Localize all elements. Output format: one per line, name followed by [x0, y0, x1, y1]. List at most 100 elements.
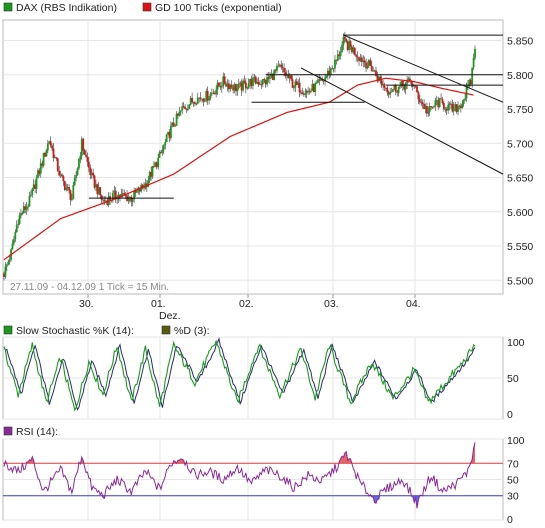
price-candle-body [440, 98, 442, 100]
price-candle-body [324, 77, 326, 81]
price-candle-body [302, 93, 305, 95]
price-candle-body [82, 138, 85, 151]
price-candle-body [345, 38, 348, 42]
price-candle-body [11, 243, 14, 250]
price-candle-body [404, 83, 407, 90]
price-candle-body [276, 65, 278, 71]
price-candle-body [305, 90, 308, 94]
price-candle-body [113, 190, 116, 194]
price-candle-body [284, 72, 287, 76]
price-candle-body [100, 195, 103, 200]
price-candle-body [365, 62, 367, 69]
price-candle-body [151, 166, 154, 177]
stochastic-legend-k-swatch [3, 325, 13, 335]
legend-dax-swatch [3, 2, 13, 12]
price-candle-body [459, 105, 462, 108]
price-candle-body [233, 84, 236, 91]
rsi-y-tick-label: 30 [507, 491, 519, 503]
price-candle-body [185, 108, 188, 110]
price-candle-body [106, 200, 109, 205]
price-candle-body [134, 190, 137, 193]
price-candle-body [414, 85, 417, 87]
price-candle-body [89, 167, 92, 176]
price-candle-body [312, 84, 315, 93]
price-candle-body [308, 91, 311, 93]
price-candle-body [421, 102, 424, 104]
price-candle-body [7, 261, 10, 265]
price-candle-body [127, 197, 130, 202]
price-candle-body [45, 150, 48, 157]
price-candle-body [76, 168, 79, 175]
price-candle-body [230, 84, 233, 88]
price-candle-body [418, 99, 421, 103]
price-candle-body [396, 91, 399, 93]
price-candle-body [90, 172, 93, 176]
price-candle-body [467, 85, 469, 88]
price-candle-body [188, 104, 191, 110]
price-candle-body [290, 75, 293, 80]
price-candle-body [78, 159, 80, 169]
price-candle-body [288, 75, 291, 79]
price-candle-body [246, 87, 249, 89]
price-candle-body [387, 92, 390, 95]
chart-info-text: 27.11.09 - 04.12.09 1 Tick = 15 Min. [10, 282, 169, 293]
price-candle-body [399, 85, 401, 87]
price-candle-body [377, 76, 380, 81]
price-candle-body [420, 102, 423, 103]
price-candle-body [417, 92, 420, 100]
price-grid [3, 20, 503, 294]
price-candle-body [428, 106, 431, 112]
rsi-legend-swatch [3, 426, 13, 436]
price-candle-body [462, 100, 465, 104]
price-candle-body [158, 152, 161, 158]
price-candle-body [375, 70, 377, 76]
price-candle-body [266, 77, 268, 85]
price-candle-body [438, 98, 441, 108]
price-candle-body [318, 79, 321, 81]
price-candle-body [225, 84, 227, 87]
price-candle-body [72, 184, 75, 199]
price-candle-body [327, 70, 329, 76]
price-candle-body [392, 89, 394, 92]
price-candle-body [319, 78, 322, 81]
price-candle-body [202, 98, 205, 102]
price-candle-body [54, 157, 56, 159]
price-candle-body [455, 104, 458, 112]
price-candle-body [373, 70, 376, 72]
price-candle-body [56, 158, 59, 171]
price-candle-body [264, 79, 267, 85]
price-candle-body [376, 75, 379, 81]
price-candle-body [386, 87, 389, 93]
price-candle-body [192, 102, 195, 103]
price-candle-body [162, 145, 165, 150]
price-candle-body [32, 184, 35, 189]
price-candle-body [328, 70, 331, 75]
price-candle-body [353, 47, 356, 55]
price-candle-body [141, 184, 144, 188]
price-candle-body [434, 100, 437, 107]
price-trend-line [300, 67, 504, 175]
price-candle-body [256, 81, 259, 84]
price-candle-body [294, 81, 297, 88]
stochastic-y-tick-label: 100 [507, 337, 525, 349]
price-candle-body [150, 172, 152, 177]
price-candle-body [379, 76, 382, 81]
price-candle-body [409, 78, 411, 82]
price-candle-body [433, 106, 435, 108]
price-candle-body [80, 138, 83, 156]
price-candle-body [474, 48, 476, 58]
price-candle-body [369, 60, 372, 66]
price-candle-body [124, 195, 127, 196]
price-candle-body [148, 172, 151, 181]
price-candle-body [334, 59, 336, 69]
price-candle-body [321, 78, 324, 81]
price-candle-body [297, 82, 300, 85]
price-candle-body [397, 86, 400, 93]
price-candle-body [363, 60, 366, 63]
price-trend-line [343, 34, 504, 103]
price-candle-body [427, 111, 430, 114]
price-candle-body [8, 259, 11, 262]
price-candle-body [226, 83, 229, 87]
price-candle-body [471, 67, 474, 85]
